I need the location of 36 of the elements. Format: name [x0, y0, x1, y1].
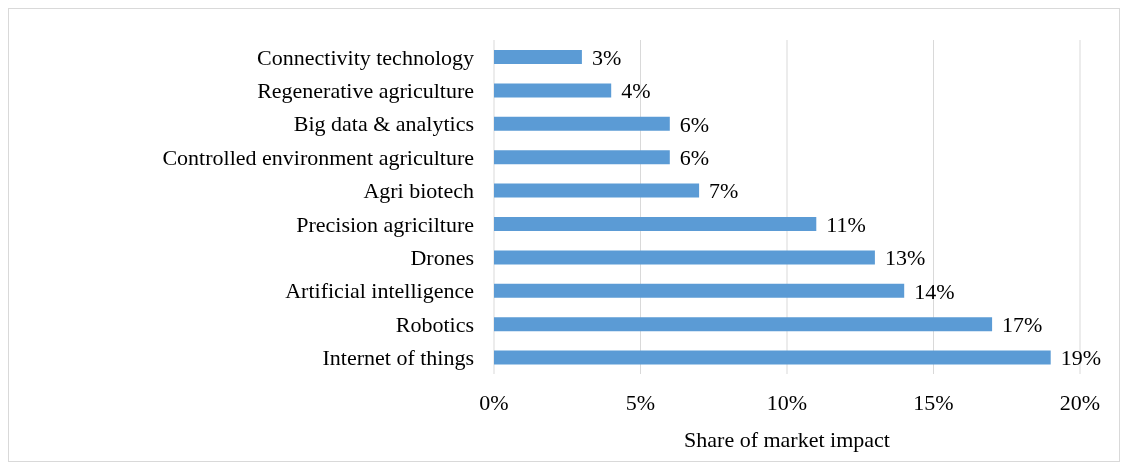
bar [494, 283, 905, 298]
x-axis-title: Share of market impact [684, 427, 890, 452]
y-tick-label: Regenerative agriculture [257, 77, 474, 103]
data-label: 3% [591, 44, 622, 70]
bar [494, 183, 700, 198]
x-tick-label: 5% [625, 389, 656, 415]
x-tick-label: 0% [479, 389, 509, 415]
y-tick-label: Internet of things [322, 345, 474, 371]
y-tick-label: Robotics [395, 311, 474, 337]
y-tick-label: Big data & analytics [293, 111, 474, 137]
data-label: 11% [826, 211, 866, 237]
bar [494, 217, 817, 231]
y-tick-label: Controlled environment agriculture [162, 144, 474, 170]
data-label: 7% [709, 178, 739, 204]
x-tick-label: 10% [766, 389, 808, 415]
bar [494, 116, 670, 131]
data-label: 4% [621, 78, 651, 104]
bar [494, 317, 993, 332]
x-tick-label: 20% [1059, 389, 1101, 415]
bar [494, 83, 612, 98]
data-label: 6% [679, 145, 710, 171]
data-label: 19% [1060, 345, 1102, 371]
data-label: 13% [884, 245, 926, 271]
bar [494, 150, 670, 165]
data-label: 6% [679, 111, 710, 137]
y-tick-label: Precision agricilture [296, 211, 474, 237]
bar [494, 250, 875, 265]
data-label: 14% [914, 278, 955, 304]
x-tick-label: 15% [913, 389, 954, 415]
y-tick-label: Drones [410, 244, 474, 270]
y-tick-label: Artificial intelligence [285, 278, 474, 304]
y-tick-label: Connectivity technology [257, 44, 474, 70]
bar [494, 350, 1051, 365]
y-tick-label: Agri biotech [363, 178, 474, 204]
bar [494, 50, 582, 64]
data-label: 17% [1002, 312, 1043, 338]
